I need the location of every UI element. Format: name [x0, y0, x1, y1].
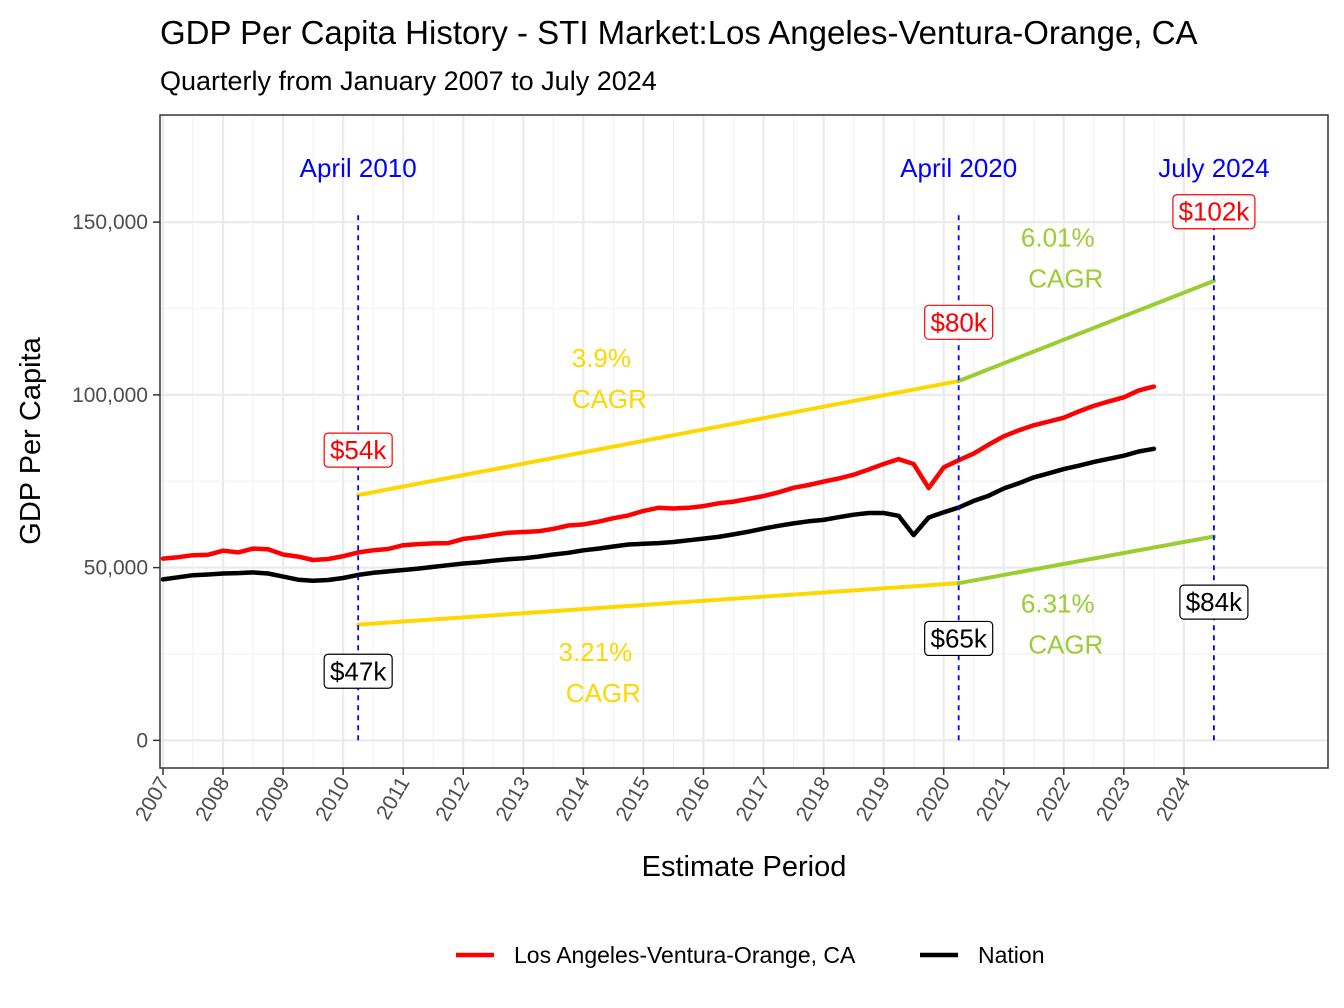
chart-title: GDP Per Capita History - STI Market:Los … [160, 14, 1198, 51]
cagr-trend-line [956, 278, 1216, 384]
value-label-box [924, 304, 994, 340]
cagr-word-label: CAGR [572, 384, 647, 414]
x-tick-label: 2010 [311, 773, 354, 825]
x-tick-label: 2023 [1092, 773, 1135, 825]
cagr-word-label: CAGR [566, 678, 641, 708]
x-tick-label: 2018 [792, 773, 835, 825]
x-tick-label: 2017 [732, 773, 775, 825]
x-tick-label: 2024 [1152, 773, 1195, 825]
legend: Los Angeles-Ventura-Orange, CA Nation [456, 942, 1044, 968]
cagr-trend-line [356, 379, 961, 498]
x-axis: 2007 2008 2009 2010 2011 2012 2013 2014 2015 2016… [131, 768, 1195, 825]
event-label: April 2020 [900, 153, 1017, 183]
value-label-box [323, 653, 393, 689]
value-label-box [924, 620, 994, 657]
value-labels: $54k $80k $102k $47k $65k $84k [323, 194, 1256, 689]
x-tick-label: 2009 [251, 773, 294, 825]
value-label: $84k [1186, 587, 1243, 617]
cagr-trend-lines [356, 278, 1216, 627]
cagr-percent-label: 6.31% [1021, 589, 1095, 619]
plot-border [159, 114, 1329, 769]
value-label: $65k [930, 623, 987, 653]
minor-gridlines [160, 115, 1328, 768]
x-tick-label: 2014 [551, 773, 594, 825]
event-markers: April 2010 April 2020 July 2024 [300, 153, 1270, 741]
x-tick-label: 2019 [852, 773, 895, 825]
x-axis-title: Estimate Period [642, 851, 847, 883]
nation-series-line [160, 446, 1157, 583]
cagr-percent-label: 3.9% [572, 343, 631, 373]
legend-label: Nation [978, 942, 1044, 968]
x-tick-label: 2008 [191, 773, 234, 825]
y-tick-label: 50,000 [84, 557, 148, 580]
y-tick-label: 100,000 [72, 384, 148, 407]
legend-label: Los Angeles-Ventura-Orange, CA [514, 942, 856, 968]
x-tick-label: 2012 [431, 773, 474, 825]
plot-panel: April 2010 April 2020 July 2024 $54k $80k $1… [159, 114, 1329, 769]
x-tick-label: 2016 [672, 773, 715, 825]
cagr-trend-line [356, 581, 961, 627]
x-tick-label: 2021 [972, 773, 1015, 825]
cagr-trend-line [956, 534, 1216, 586]
value-label: $102k [1178, 197, 1250, 227]
value-label: $80k [930, 307, 987, 337]
cagr-percent-label: 6.01% [1021, 222, 1095, 252]
y-tick-label: 0 [136, 729, 148, 752]
cagr-percent-label: 3.21% [559, 637, 633, 667]
cagr-word-label: CAGR [1028, 263, 1103, 293]
value-label-box [1172, 194, 1256, 230]
y-tick-label: 150,000 [72, 211, 148, 234]
y-axis: 0 50,000 100,000 150,000 [72, 211, 160, 752]
event-label: April 2010 [300, 153, 417, 183]
x-tick-label: 2013 [491, 773, 534, 825]
series-lines [160, 384, 1157, 583]
x-tick-label: 2007 [131, 773, 174, 825]
value-label-box [323, 432, 393, 468]
la-series-line [160, 384, 1157, 563]
x-tick-label: 2011 [372, 773, 415, 824]
event-label: July 2024 [1158, 153, 1269, 183]
cagr-word-label: CAGR [1028, 630, 1103, 660]
x-tick-label: 2015 [611, 773, 654, 825]
y-axis-title: GDP Per Capita [15, 336, 47, 544]
value-label: $54k [330, 435, 387, 465]
x-tick-label: 2022 [1032, 773, 1075, 825]
x-tick-label: 2020 [912, 773, 955, 825]
value-label: $47k [330, 656, 387, 686]
value-label-box [1179, 584, 1249, 620]
cagr-labels: 3.9% CAGR 6.01% CAGR 3.21% CAGR 6.31% CAGR [559, 222, 1104, 708]
chart-subtitle: Quarterly from January 2007 to July 2024 [160, 66, 657, 96]
